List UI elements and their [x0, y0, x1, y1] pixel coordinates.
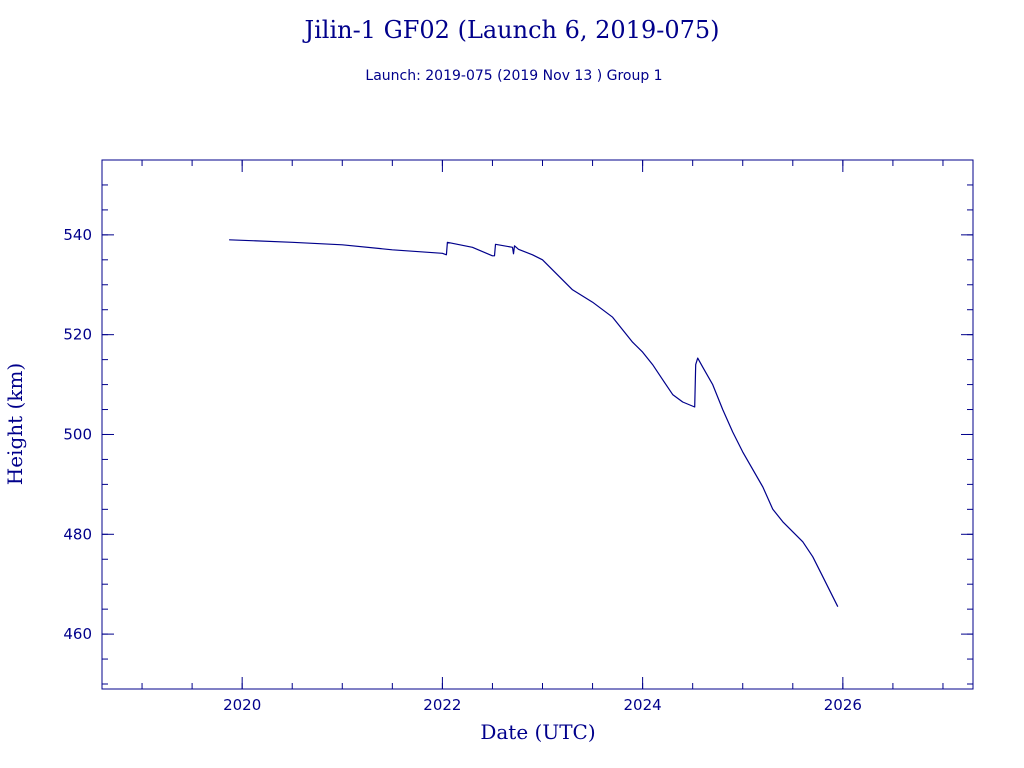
- height-series-line: [229, 239, 839, 607]
- y-axis-label: Height (km): [3, 363, 27, 485]
- y-tick-label: 500: [63, 425, 92, 443]
- series-layer: [229, 239, 839, 607]
- plot-frame: [101, 159, 974, 690]
- y-tick-label: 460: [63, 625, 92, 643]
- x-tick-label: 2024: [624, 696, 662, 714]
- chart-title: Jilin-1 GF02 (Launch 6, 2019-075): [301, 16, 719, 44]
- y-axis-ticks: 460 480 500 520 540: [63, 226, 973, 643]
- x-axis-label: Date (UTC): [480, 720, 595, 744]
- x-tick-label: 2020: [223, 696, 261, 714]
- y-tick-label: 520: [63, 326, 92, 344]
- x-tick-label: 2026: [824, 696, 862, 714]
- chart-subtitle: Launch: 2019-075 (2019 Nov 13 ) Group 1: [365, 68, 662, 84]
- x-axis-ticks: 2020 2022 2024 2026: [223, 160, 862, 714]
- x-tick-label: 2022: [423, 696, 461, 714]
- y-tick-label: 480: [63, 525, 92, 543]
- y-tick-label: 540: [63, 226, 92, 244]
